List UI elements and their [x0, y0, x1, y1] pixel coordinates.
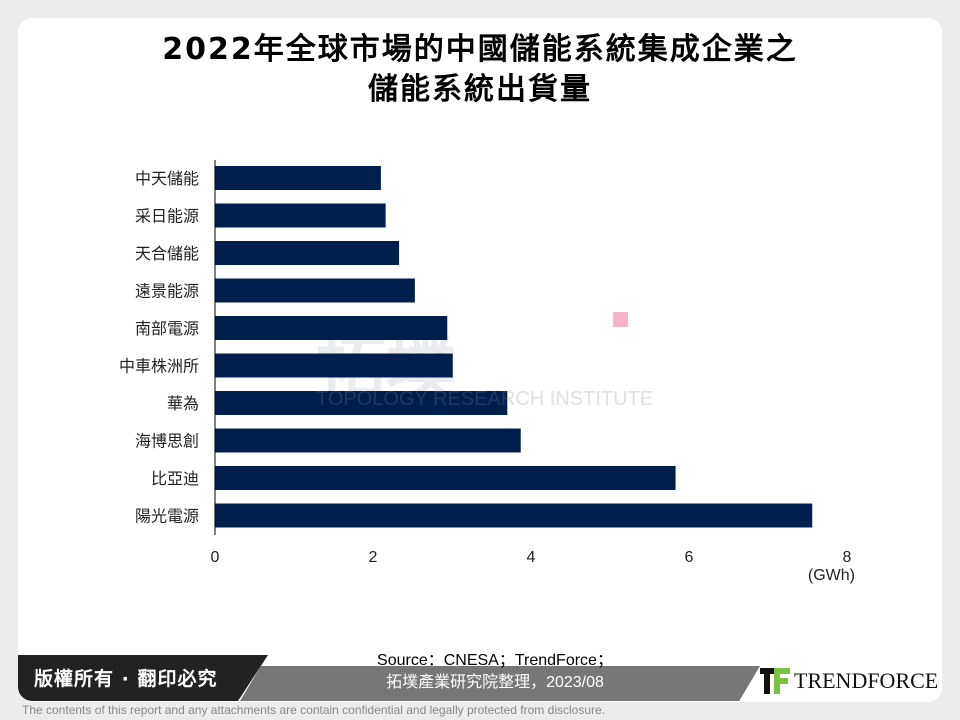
trendforce-logo-icon: [760, 668, 790, 694]
source-line-2: 拓墣產業研究院整理，2023/08: [386, 674, 604, 691]
bar-南部電源: [215, 316, 448, 340]
x-tick-label: 2: [369, 549, 378, 566]
copyright-text: 版權所有 · 翻印必究: [34, 668, 218, 690]
category-label: 遠景能源: [135, 282, 199, 301]
bar-中車株洲所: [215, 353, 453, 378]
category-label: 海博思創: [135, 432, 199, 451]
x-tick-label: 0: [211, 549, 220, 566]
category-label: 華為: [167, 394, 199, 413]
slide-card: [18, 18, 942, 702]
source-line-1: Source：CNESA；TrendForce；: [377, 652, 613, 669]
trendforce-logo: TRENDFORCE: [760, 668, 938, 694]
x-tick-label: 4: [527, 549, 536, 566]
bar-比亞迪: [215, 466, 676, 490]
category-label: 陽光電源: [135, 507, 199, 526]
category-label: 中天儲能: [135, 169, 199, 188]
chart-title: 2022年全球市場的中國儲能系統集成企業之 儲能系統出貨量: [0, 30, 960, 110]
category-label: 中車株洲所: [119, 357, 199, 376]
watermark-pink-square: [613, 312, 628, 327]
trendforce-logo-text: TRENDFORCE: [794, 668, 939, 693]
title-line-2: 儲能系統出貨量: [368, 72, 592, 107]
disclaimer: The contents of this report and any atta…: [22, 703, 605, 717]
category-label: 天合儲能: [135, 244, 199, 263]
category-label: 比亞迪: [151, 469, 199, 488]
bar-中天儲能: [215, 166, 381, 190]
x-unit-label: (GWh): [808, 567, 855, 584]
bar-海博思創: [215, 428, 521, 453]
x-tick-label: 6: [685, 549, 694, 566]
category-label: 南部電源: [135, 319, 199, 338]
footer-dark-band: [18, 655, 268, 701]
title-line-1: 2022年全球市場的中國儲能系統集成企業之: [162, 32, 798, 67]
bar-采日能源: [215, 203, 386, 228]
watermark-en: TOPOLOGY RESEARCH INSTITUTE: [316, 388, 654, 410]
bar-天合儲能: [215, 241, 400, 265]
bar-華為: [215, 391, 508, 415]
footer-gray-band: [240, 666, 760, 701]
bar-陽光電源: [215, 503, 813, 528]
x-tick-label: 8: [843, 549, 852, 566]
category-label: 采日能源: [135, 207, 199, 226]
bar-遠景能源: [215, 278, 415, 303]
